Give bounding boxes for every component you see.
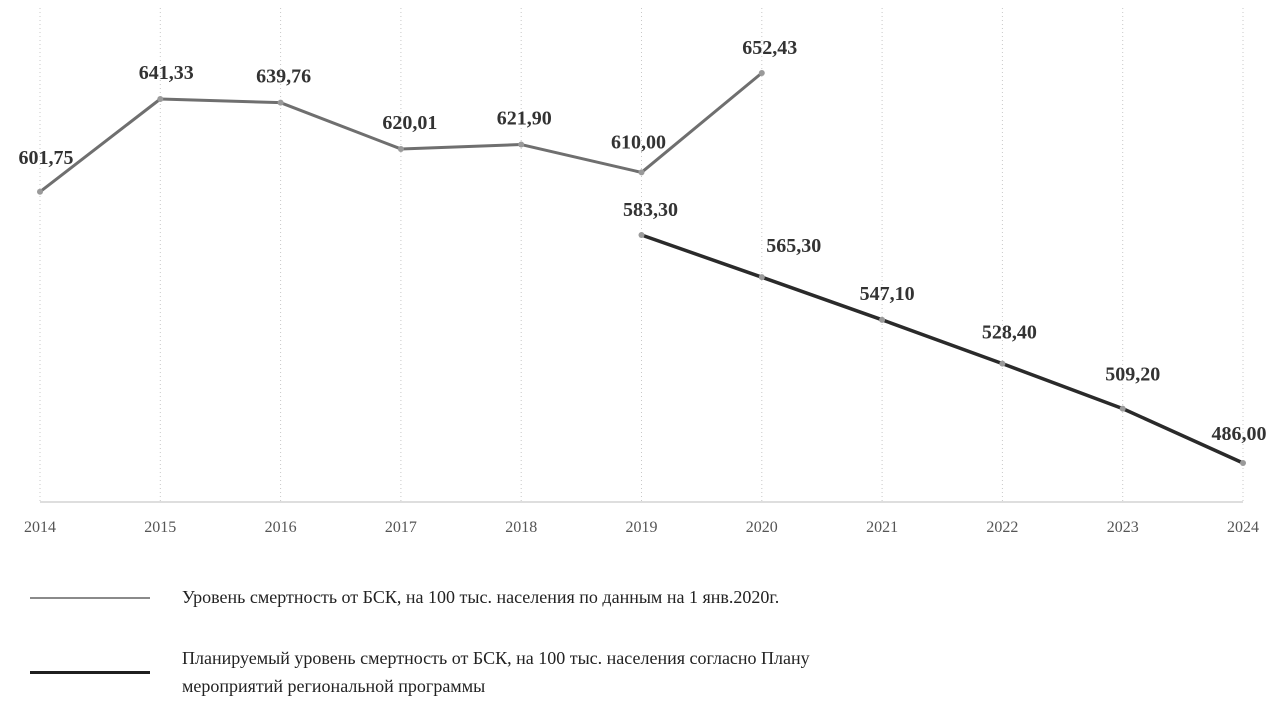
data-label-planned-2024: 486,00 (1212, 423, 1266, 445)
x-tick-label-2023: 2023 (1107, 519, 1139, 536)
marker-planned-2019 (638, 231, 645, 238)
legend-item-planned: Планируемый уровень смертность от БСК, н… (30, 645, 1230, 701)
x-tick-label-2024: 2024 (1227, 519, 1259, 536)
data-label-planned-2021: 547,10 (860, 283, 915, 305)
marker-actual-2019 (638, 169, 645, 176)
marker-planned-2020 (758, 274, 765, 281)
marker-planned-2022 (999, 360, 1006, 367)
legend-label-planned-line1: Планируемый уровень смертность от БСК, н… (182, 648, 810, 668)
marker-actual-2015 (157, 96, 164, 102)
x-tick-labels: 2014 2015 2016 2017 2018 2019 2020 2021 2022 2023… (24, 519, 1259, 536)
series-line-planned (640, 233, 1244, 465)
legend: Уровень смертность от БСК, на 100 тыс. н… (0, 575, 1266, 702)
marker-actual-2018 (518, 141, 525, 148)
data-label-planned-2023: 509,20 (1105, 364, 1160, 386)
data-label-actual-2014: 601,75 (19, 147, 74, 169)
data-label-planned-2020: 565,30 (766, 235, 821, 257)
x-tick-label-2016: 2016 (265, 519, 297, 536)
data-label-planned-2022: 528,40 (982, 322, 1037, 344)
data-labels: 601,75 641,33 639,76 620,01 621,90 610,00 652,… (19, 37, 1266, 445)
marker-actual-2014 (37, 188, 43, 195)
marker-actual-2016 (277, 99, 284, 106)
data-label-actual-2015: 641,33 (139, 62, 194, 84)
marker-planned-2024 (1240, 460, 1246, 466)
legend-label-planned-line2: мероприятий региональной программы (182, 676, 486, 696)
x-tick-label-2015: 2015 (144, 519, 176, 536)
legend-line-actual (30, 597, 150, 599)
legend-item-actual: Уровень смертность от БСК, на 100 тыс. н… (30, 583, 1230, 613)
x-tick-label-2019: 2019 (626, 519, 658, 536)
data-label-planned-2019: 583,30 (623, 199, 678, 221)
legend-line-planned (30, 671, 150, 674)
data-label-actual-2016: 639,76 (256, 66, 311, 88)
data-label-actual-2018: 621,90 (497, 108, 552, 130)
line-chart: 2014 2015 2016 2017 2018 2019 2020 2021 2022 2023… (19, 8, 1266, 536)
x-tick-label-2018: 2018 (505, 519, 537, 536)
data-label-actual-2017: 620,01 (382, 112, 437, 134)
x-tick-label-2020: 2020 (746, 519, 778, 536)
legend-label-actual: Уровень смертность от БСК, на 100 тыс. н… (182, 587, 780, 607)
marker-planned-2021 (879, 316, 886, 323)
marker-planned-2023 (1119, 405, 1126, 412)
x-tick-label-2021: 2021 (866, 519, 898, 536)
marker-actual-2020 (758, 69, 765, 76)
grid-lines (39, 8, 1244, 502)
marker-actual-2017 (397, 145, 404, 152)
x-tick-label-2022: 2022 (986, 519, 1018, 536)
data-label-actual-2020: 652,43 (742, 37, 797, 59)
data-markers (37, 69, 1246, 466)
x-tick-label-2017: 2017 (385, 519, 417, 536)
x-tick-label-2014: 2014 (24, 519, 56, 536)
data-label-actual-2019: 610,00 (611, 131, 666, 153)
